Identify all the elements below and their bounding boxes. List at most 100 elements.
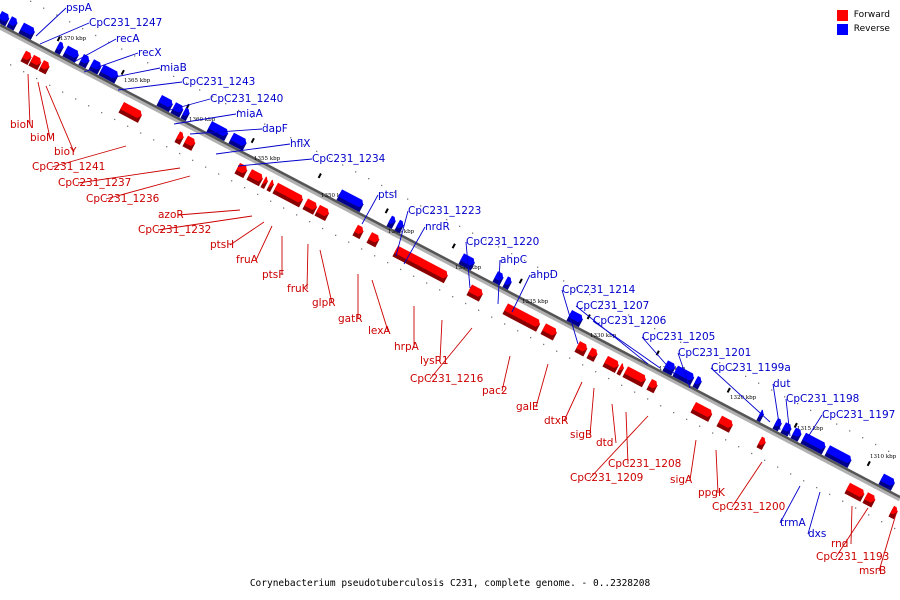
genome-backbone-shadow	[0, 24, 900, 502]
forward-gene	[602, 355, 620, 373]
spacer-dot	[628, 314, 630, 316]
reverse-gene-label: CpC231_1240	[210, 93, 283, 105]
reverse-gene	[336, 189, 364, 213]
spacer-dot	[361, 248, 363, 250]
leader-line	[592, 320, 661, 369]
forward-gene	[302, 198, 318, 215]
reverse-gene-label: trmA	[780, 517, 806, 529]
reverse-gene	[386, 215, 396, 229]
reverse-gene-label: CpC231_1214	[562, 284, 636, 296]
gene-body	[338, 189, 364, 208]
spacer-dot	[49, 84, 51, 86]
spacer-dot	[745, 375, 747, 378]
forward-gene	[862, 492, 876, 508]
leader-line	[731, 461, 763, 508]
leader-line	[807, 491, 821, 535]
reverse-gene	[6, 16, 18, 31]
spacer-dot	[69, 21, 71, 23]
tick-mark	[518, 278, 523, 284]
forward-gene	[260, 176, 269, 189]
forward-gene	[38, 60, 50, 75]
gene-body	[542, 323, 557, 336]
spacer-dot	[387, 261, 389, 264]
reverse-gene	[156, 94, 174, 113]
forward-gene	[466, 284, 484, 302]
reverse-gene	[18, 22, 36, 40]
leader-line	[511, 274, 531, 313]
forward-gene-label: CpC231_1193	[816, 551, 889, 563]
forward-gene	[392, 245, 448, 284]
spacer-dot	[10, 64, 12, 66]
forward-gene	[174, 131, 184, 145]
leader-line	[73, 38, 117, 63]
spacer-dot	[738, 446, 740, 448]
leader-line	[117, 81, 183, 91]
leader-line	[501, 355, 511, 392]
leader-line	[878, 513, 897, 572]
spacer-dot	[283, 207, 285, 209]
gene-body	[22, 50, 32, 61]
spacer-dot	[654, 327, 656, 330]
spacer-dot	[634, 391, 636, 393]
leader-line	[169, 98, 211, 111]
forward-gene-label: CpC231_1200	[712, 501, 785, 513]
spacer-dot	[374, 255, 376, 257]
gene-body	[504, 276, 512, 285]
gene-body	[64, 45, 79, 58]
spacer-dot	[758, 382, 760, 384]
tick-mark	[317, 173, 322, 179]
reverse-gene-label: hflX	[290, 138, 310, 150]
gene-body	[268, 179, 274, 188]
spacer-dots	[10, 0, 896, 530]
gene-body	[648, 378, 658, 389]
gene-body	[664, 360, 675, 371]
forward-gene	[118, 102, 143, 123]
spacer-dot	[30, 0, 32, 3]
reverse-gene	[824, 445, 852, 468]
reverse-gene-label: CpC231_1206	[593, 315, 667, 327]
spacer-dot	[465, 302, 467, 305]
leader-line	[561, 289, 579, 345]
forward-gene-label: lysR1	[420, 355, 449, 367]
spacer-dot	[576, 287, 578, 289]
spacer-dot	[335, 234, 337, 236]
spacer-dot	[303, 143, 305, 146]
spacer-dot	[589, 293, 591, 296]
leader-line	[45, 85, 75, 153]
map-caption: Corynebacterium pseudotuberculosis C231,…	[249, 578, 651, 589]
leader-line	[785, 398, 791, 437]
forward-gene	[586, 347, 598, 362]
tick-label: 1360 kbp	[189, 117, 216, 123]
tick-mark	[866, 460, 871, 467]
spacer-dot	[446, 218, 448, 221]
spacer-dot	[400, 268, 402, 271]
gene-body	[396, 219, 404, 229]
spacer-dot	[342, 164, 344, 166]
leader-line	[51, 145, 127, 168]
spacer-dot	[413, 275, 415, 277]
leader-line	[465, 241, 471, 289]
forward-gene	[616, 363, 625, 376]
tick-label: 1330 kbp	[590, 333, 617, 339]
leader-line	[715, 449, 719, 494]
forward-gene-label: galE	[516, 401, 539, 413]
leader-line	[439, 319, 443, 362]
leader-line	[157, 215, 253, 231]
spacer-dot	[569, 357, 571, 359]
gene-body	[176, 131, 184, 140]
spacer-dot	[894, 527, 896, 530]
forward-gene-label: dtxR	[544, 415, 568, 427]
spacer-dot	[23, 71, 25, 73]
reverse-gene	[54, 41, 64, 55]
gene-body	[718, 415, 733, 428]
leader-line	[173, 113, 237, 125]
leader-line	[835, 507, 869, 558]
leader-line	[772, 383, 781, 431]
forward-gene-label: CpC231_1208	[608, 458, 681, 470]
spacer-dot	[212, 96, 214, 98]
spacer-dot	[550, 273, 552, 275]
gene-body	[120, 102, 142, 118]
forward-gene-label: ptsF	[262, 269, 284, 281]
legend: Forward Reverse	[836, 8, 890, 36]
spacer-dot	[179, 152, 181, 155]
